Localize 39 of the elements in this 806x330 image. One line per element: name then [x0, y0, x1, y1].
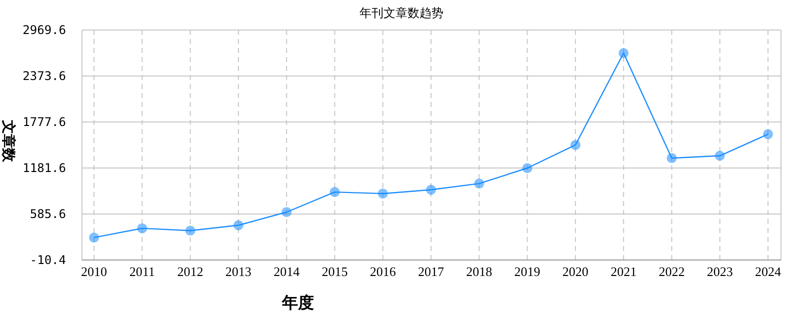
- point: [378, 188, 388, 199]
- x-tick-label: 2023: [706, 264, 733, 279]
- point: [185, 226, 196, 236]
- x-tick-label: 2020: [562, 264, 588, 279]
- x-tick-label: 2024: [755, 264, 782, 279]
- x-tick-label: 2011: [129, 264, 155, 279]
- point: [522, 163, 532, 174]
- x-tick-label: 2022: [658, 264, 685, 279]
- point: [233, 220, 244, 230]
- x-tick-label: 2017: [418, 264, 444, 279]
- x-tick-label: 2016: [370, 264, 396, 279]
- y-tick-label: 585.6: [30, 207, 66, 221]
- point: [570, 140, 580, 150]
- x-tick-label: 2010: [81, 264, 107, 279]
- x-tick-label: 2019: [514, 264, 540, 279]
- y-axis-title: 文章数: [0, 119, 17, 163]
- point: [714, 150, 725, 161]
- point: [618, 48, 629, 58]
- point: [282, 207, 292, 218]
- y-tick-label: -10.4: [30, 253, 66, 267]
- point: [474, 178, 484, 189]
- point: [426, 184, 436, 195]
- point: [666, 153, 677, 164]
- point: [330, 187, 340, 198]
- x-tick-label: 2013: [225, 264, 252, 279]
- x-tick-label: 2012: [177, 264, 204, 279]
- point: [763, 129, 773, 140]
- x-tick-label: 2018: [466, 264, 492, 279]
- x-axis-title: 年度: [281, 293, 314, 312]
- x-tick-label: 2015: [322, 264, 348, 279]
- chart-title: 年刊文章数趋势: [360, 6, 444, 20]
- point: [89, 232, 99, 243]
- y-tick-label: 1777.6: [22, 115, 66, 129]
- x-tick-label: 2014: [274, 264, 300, 279]
- y-tick-label: 2373.6: [22, 69, 66, 83]
- y-tick-label: 2969.6: [22, 23, 66, 37]
- point: [137, 223, 148, 234]
- x-tick-label: 2021: [610, 264, 637, 279]
- y-tick-label: 1181.6: [22, 161, 66, 175]
